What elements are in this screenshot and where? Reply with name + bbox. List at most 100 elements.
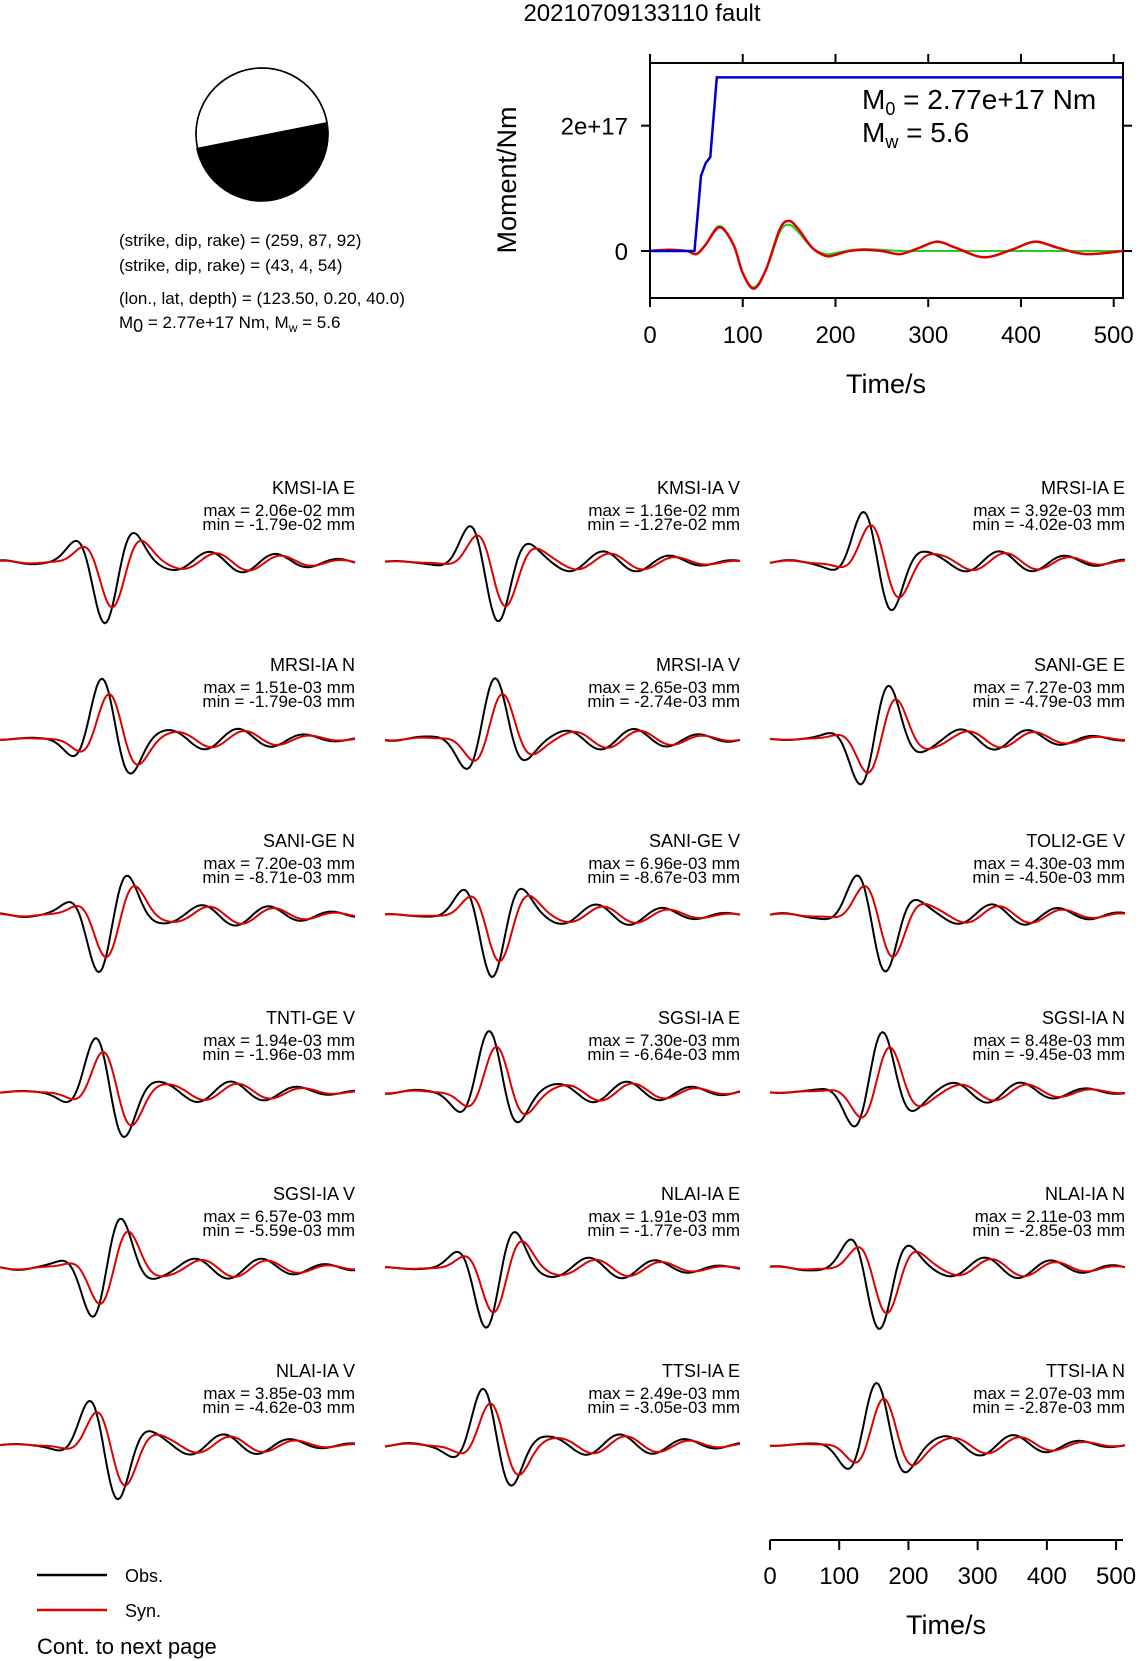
station-min: min = -9.45e-03 mm — [972, 1045, 1125, 1064]
station-min: min = -1.79e-02 mm — [202, 515, 355, 534]
station-max: max = 2.11e-03 mm — [975, 1207, 1125, 1226]
legend-syn-label: Syn. — [125, 1601, 161, 1621]
moment-x-tick-label: 100 — [723, 322, 763, 349]
bottom-x-tick-label: 100 — [819, 1563, 859, 1590]
station-min: min = -4.02e-03 mm — [972, 515, 1125, 534]
observed-trace — [0, 1217, 355, 1318]
station-min: min = -1.77e-03 mm — [587, 1221, 740, 1240]
station-name: MRSI-IA V — [656, 655, 740, 675]
station-name: TTSI-IA E — [662, 1361, 740, 1381]
synthetic-trace — [384, 1240, 741, 1314]
station-min: min = -5.59e-03 mm — [202, 1221, 355, 1240]
synthetic-trace — [0, 1050, 356, 1127]
observed-trace — [384, 525, 741, 623]
synthetic-trace — [769, 1046, 1126, 1119]
synthetic-trace — [384, 534, 740, 608]
station-min: min = -4.62e-03 mm — [202, 1398, 355, 1417]
legend-obs-label: Obs. — [125, 1566, 163, 1586]
station-max: max = 6.57e-03 mm — [203, 1207, 355, 1226]
observed-trace — [769, 511, 1125, 612]
station-min: min = -6.64e-03 mm — [587, 1045, 740, 1064]
station-max: max = 2.49e-03 mm — [588, 1384, 740, 1403]
station-name: MRSI-IA N — [270, 655, 355, 675]
figure-title: 20210709133110 fault — [523, 0, 760, 27]
station-min: min = -2.74e-03 mm — [587, 692, 740, 711]
source-line-2: (strike, dip, rake) = (43, 4, 54) — [119, 256, 342, 275]
source-line-3: (lon., lat, depth) = (123.50, 0.20, 40.0… — [119, 289, 405, 308]
station-max: max = 3.85e-03 mm — [203, 1384, 355, 1403]
station-min: min = -1.27e-02 mm — [587, 515, 740, 534]
moment-stf-line — [649, 223, 1123, 289]
moment-syn-line — [649, 219, 1124, 290]
moment-x-tick-label: 500 — [1094, 322, 1134, 349]
synthetic-trace — [0, 539, 356, 609]
station-name: NLAI-IA N — [1045, 1184, 1125, 1204]
station-name: NLAI-IA E — [661, 1184, 740, 1204]
station-max: max = 2.07e-03 mm — [973, 1384, 1125, 1403]
station-max: max = 6.96e-03 mm — [588, 854, 740, 873]
station-name: KMSI-IA E — [272, 478, 355, 498]
synthetic-trace — [769, 1397, 1126, 1467]
moment-x-tick-label: 0 — [643, 322, 656, 349]
station-name: TOLI2-GE V — [1026, 831, 1125, 851]
station-name: SANI-GE V — [649, 831, 740, 851]
moment-x-tick-label: 400 — [1001, 322, 1041, 349]
station-min: min = -2.85e-03 mm — [972, 1221, 1125, 1240]
legend: Obs. Syn. — [37, 1566, 163, 1621]
moment-y-tick-label: 0 — [615, 239, 628, 266]
bottom-time-axis: 0 100 200 300 400 500 Time/s — [763, 1539, 1136, 1640]
observed-trace — [0, 1037, 356, 1139]
station-min: min = -1.96e-03 mm — [202, 1045, 355, 1064]
bottom-x-tick-label: 400 — [1027, 1563, 1067, 1590]
station-max: max = 7.20e-03 mm — [203, 854, 355, 873]
bottom-x-label: Time/s — [906, 1610, 986, 1640]
moment-x-label: Time/s — [846, 369, 926, 399]
synthetic-trace — [384, 1402, 741, 1476]
moment-cumulative-line — [650, 76, 1123, 253]
station-max: max = 7.27e-03 mm — [973, 678, 1125, 697]
station-max: max = 2.06e-02 mm — [203, 501, 355, 520]
observed-trace — [384, 887, 741, 978]
moment-y-ticks: 0 2e+17 — [561, 114, 1132, 266]
synthetic-trace — [0, 1230, 356, 1306]
synthetic-trace — [0, 1411, 355, 1487]
continuation-note: Cont. to next page — [37, 1634, 217, 1659]
synthetic-trace — [0, 693, 356, 766]
synthetic-trace — [769, 698, 1125, 774]
station-name: TNTI-GE V — [266, 1008, 355, 1028]
source-line-4: M0 = 2.77e+17 Nm, Mw = 5.6 — [119, 313, 340, 336]
station-name: NLAI-IA V — [276, 1361, 355, 1381]
observed-trace — [384, 1387, 741, 1487]
synthetic-trace — [769, 884, 1126, 958]
synthetic-trace — [0, 884, 356, 959]
station-max: max = 1.91e-03 mm — [588, 1207, 740, 1226]
observed-trace — [385, 1231, 741, 1329]
observed-trace — [0, 874, 356, 974]
source-info: (strike, dip, rake) = (259, 87, 92) (str… — [119, 231, 405, 336]
m0-annotation: M0 = 2.77e+17 Nm — [862, 84, 1096, 119]
station-min: min = -8.67e-03 mm — [587, 868, 740, 887]
station-max: max = 3.92e-03 mm — [973, 501, 1125, 520]
synthetic-trace — [384, 894, 741, 963]
station-name: SGSI-IA N — [1042, 1008, 1125, 1028]
observed-trace — [769, 874, 1126, 973]
observed-trace — [769, 1238, 1126, 1330]
synthetic-trace — [769, 524, 1126, 599]
station-name: KMSI-IA V — [657, 478, 740, 498]
